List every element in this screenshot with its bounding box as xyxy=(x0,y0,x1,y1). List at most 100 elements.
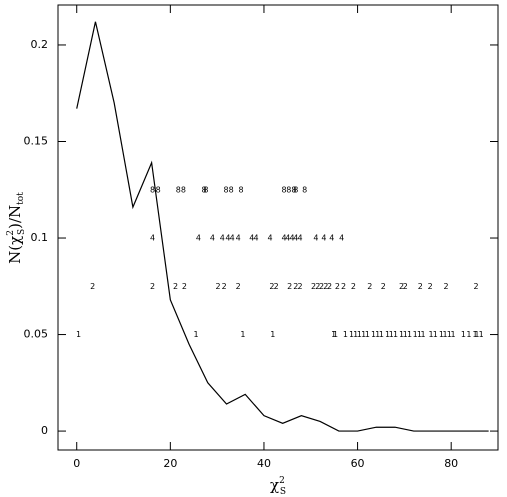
marker-label: 4 xyxy=(285,234,290,243)
marker-label: 1 xyxy=(461,330,466,339)
x-label-part: S xyxy=(280,487,286,497)
marker-label: 2 xyxy=(173,282,178,291)
marker-label: 1 xyxy=(385,330,390,339)
marker-label: 1 xyxy=(353,330,358,339)
marker-label: 2 xyxy=(341,282,346,291)
marker-label: 4 xyxy=(339,234,344,243)
marker-label: 1 xyxy=(443,330,448,339)
marker-label: 1 xyxy=(365,330,370,339)
marker-label: 1 xyxy=(447,330,452,339)
marker-label: 2 xyxy=(274,282,279,291)
y-label-part: N(χ xyxy=(6,236,24,264)
marker-label: 1 xyxy=(429,330,434,339)
marker-label: 4 xyxy=(329,234,334,243)
x-tick-label: 20 xyxy=(163,457,177,470)
x-axis-label: χ2 S xyxy=(270,476,286,497)
marker-label: 1 xyxy=(393,330,398,339)
marker-label: 1 xyxy=(473,330,478,339)
marker-label: 1 xyxy=(421,330,426,339)
marker-label: 1 xyxy=(466,330,471,339)
marker-label: 1 xyxy=(343,330,348,339)
marker-label: 8 xyxy=(286,185,291,194)
marker-label: 4 xyxy=(225,234,230,243)
marker-label: 4 xyxy=(230,234,235,243)
marker-label: 4 xyxy=(267,234,272,243)
marker-label: 1 xyxy=(333,330,338,339)
marker-label: 8 xyxy=(229,185,234,194)
marker-label: 4 xyxy=(249,234,254,243)
marker-label: 4 xyxy=(282,234,287,243)
marker-label: 2 xyxy=(287,282,292,291)
marker-label: 2 xyxy=(443,282,448,291)
marker-label: 2 xyxy=(315,282,320,291)
marker-label: 2 xyxy=(399,282,404,291)
marker-label: 1 xyxy=(361,330,366,339)
marker-label: 8 xyxy=(302,185,307,194)
y-label-part: 2 xyxy=(6,230,16,236)
marker-label: 2 xyxy=(335,282,340,291)
marker-label: 1 xyxy=(375,330,380,339)
marker-label: 1 xyxy=(433,330,438,339)
x-tick-label: 0 xyxy=(73,457,80,470)
marker-label: 4 xyxy=(236,234,241,243)
y-axis-label: N(χ2S)/Ntot xyxy=(6,192,27,264)
marker-label: 1 xyxy=(357,330,362,339)
marker-label: 2 xyxy=(269,282,274,291)
marker-label: 1 xyxy=(349,330,354,339)
marker-label: 4 xyxy=(196,234,201,243)
marker-label: 2 xyxy=(327,282,332,291)
marker-label: 2 xyxy=(216,282,221,291)
y-label-part: S xyxy=(17,229,27,235)
marker-label: 8 xyxy=(203,185,208,194)
marker-label: 4 xyxy=(150,234,155,243)
y-label-part: )/N xyxy=(6,205,24,229)
marker-label: 2 xyxy=(222,282,227,291)
marker-label: 1 xyxy=(399,330,404,339)
marker-label: 8 xyxy=(293,185,298,194)
marker-label: 1 xyxy=(407,330,412,339)
marker-label: 4 xyxy=(297,234,302,243)
marker-label: 1 xyxy=(389,330,394,339)
marker-label: 8 xyxy=(176,185,181,194)
marker-label: 2 xyxy=(403,282,408,291)
marker-label: 2 xyxy=(293,282,298,291)
marker-label: 2 xyxy=(428,282,433,291)
marker-label: 4 xyxy=(253,234,258,243)
marker-label: 8 xyxy=(181,185,186,194)
marker-label: 4 xyxy=(220,234,225,243)
marker-label: 2 xyxy=(236,282,241,291)
marker-label: 2 xyxy=(367,282,372,291)
marker-label: 1 xyxy=(474,330,479,339)
y-tick-label: 0 xyxy=(41,424,48,437)
marker-label: 1 xyxy=(270,330,275,339)
marker-label: 2 xyxy=(150,282,155,291)
marker-label: 8 xyxy=(156,185,161,194)
marker-label: 8 xyxy=(223,185,228,194)
marker-label: 2 xyxy=(351,282,356,291)
marker-label: 1 xyxy=(331,330,336,339)
marker-label: 8 xyxy=(201,185,206,194)
marker-label: 8 xyxy=(291,185,296,194)
marker-label: 1 xyxy=(451,330,456,339)
marker-label: 1 xyxy=(194,330,199,339)
marker-label: 1 xyxy=(479,330,484,339)
y-tick-label: 0.15 xyxy=(24,134,49,147)
marker-label: 4 xyxy=(293,234,298,243)
marker-label: 4 xyxy=(289,234,294,243)
y-tick-label: 0.05 xyxy=(24,328,49,341)
marker-label: 2 xyxy=(418,282,423,291)
marker-label: 8 xyxy=(238,185,243,194)
marker-label: 4 xyxy=(210,234,215,243)
marker-label: 8 xyxy=(150,185,155,194)
x-tick-label: 80 xyxy=(444,457,458,470)
marker-label: 2 xyxy=(473,282,478,291)
marker-label: 1 xyxy=(417,330,422,339)
marker-label: 2 xyxy=(319,282,324,291)
marker-label: 4 xyxy=(321,234,326,243)
plot-frame xyxy=(57,4,499,451)
marker-label: 2 xyxy=(311,282,316,291)
marker-label: 2 xyxy=(323,282,328,291)
y-label-part: tot xyxy=(16,192,26,205)
